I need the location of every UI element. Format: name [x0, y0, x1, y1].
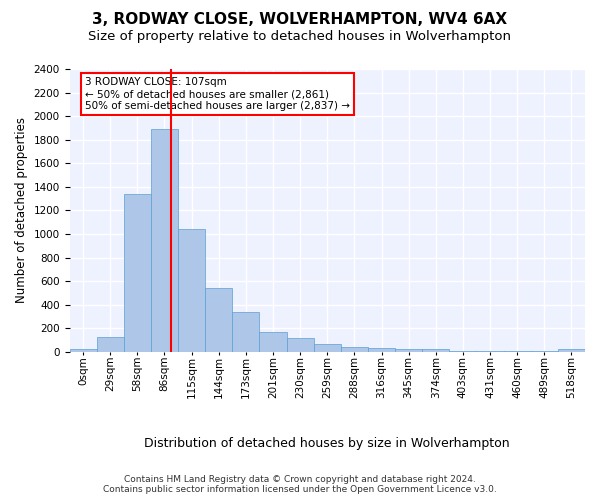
Text: Contains HM Land Registry data © Crown copyright and database right 2024.
Contai: Contains HM Land Registry data © Crown c… [103, 474, 497, 494]
Text: Size of property relative to detached houses in Wolverhampton: Size of property relative to detached ho… [89, 30, 511, 43]
Bar [97, 337, 124, 352]
Bar [558, 350, 585, 352]
Bar [124, 194, 151, 352]
Bar [368, 348, 395, 352]
Bar [341, 347, 368, 352]
Bar [531, 351, 558, 352]
Bar [395, 348, 422, 352]
Bar [422, 350, 449, 352]
Bar [314, 344, 341, 352]
Text: 3, RODWAY CLOSE, WOLVERHAMPTON, WV4 6AX: 3, RODWAY CLOSE, WOLVERHAMPTON, WV4 6AX [92, 12, 508, 28]
Bar [205, 288, 232, 352]
Bar [259, 332, 287, 352]
Bar [287, 338, 314, 352]
Text: 3 RODWAY CLOSE: 107sqm
← 50% of detached houses are smaller (2,861)
50% of semi-: 3 RODWAY CLOSE: 107sqm ← 50% of detached… [85, 78, 350, 110]
Bar [503, 351, 531, 352]
Bar [151, 129, 178, 352]
Bar [178, 228, 205, 352]
Bar [449, 351, 476, 352]
Bar [70, 350, 97, 352]
Bar [232, 312, 259, 352]
Bar [476, 351, 503, 352]
Y-axis label: Number of detached properties: Number of detached properties [15, 118, 28, 304]
X-axis label: Distribution of detached houses by size in Wolverhampton: Distribution of detached houses by size … [145, 437, 510, 450]
